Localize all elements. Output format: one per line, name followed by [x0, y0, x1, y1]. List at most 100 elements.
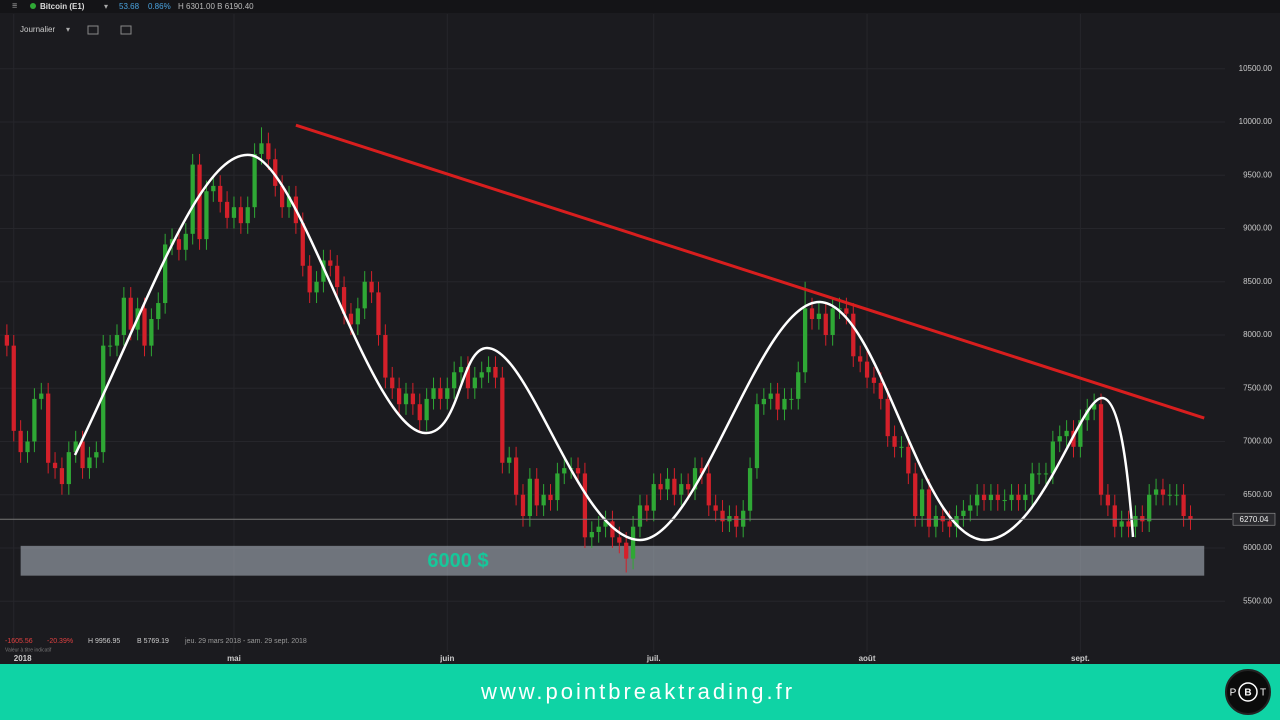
candle-body	[995, 494, 1000, 501]
symbol[interactable]: Bitcoin (E1)	[40, 2, 85, 11]
candle-body	[348, 313, 354, 325]
candle-body	[465, 366, 471, 389]
candle-body	[383, 334, 388, 378]
x-tick-label: juin	[439, 654, 454, 663]
candle-body	[1105, 494, 1111, 506]
compare-icon[interactable]	[120, 25, 132, 35]
candle-body	[493, 366, 498, 378]
candle-body	[878, 382, 883, 399]
candle-body	[741, 510, 746, 527]
candle-body	[452, 372, 457, 389]
logo-right: T	[1260, 688, 1266, 699]
candle-body	[1133, 516, 1138, 527]
candle-body	[335, 265, 340, 288]
y-tick-label: 9000.00	[1243, 224, 1272, 233]
candle-body	[1030, 473, 1035, 495]
zone-label: 6000 $	[427, 550, 488, 572]
candle-body	[926, 489, 932, 527]
interval-arrow[interactable]: ▾	[66, 25, 70, 34]
candle-body	[1098, 404, 1104, 495]
candle-body	[624, 542, 629, 559]
candle-body	[52, 462, 58, 469]
candle-body	[80, 441, 85, 469]
candle-body	[513, 457, 519, 495]
candle-body	[1188, 516, 1193, 520]
stat-note: Valeur à titre indicatif	[5, 647, 52, 653]
candle-body	[816, 313, 822, 320]
candle-body	[589, 532, 594, 538]
candle-body	[121, 297, 126, 335]
candle-body	[527, 478, 532, 517]
candle-body	[947, 521, 952, 527]
candle-body	[775, 393, 780, 410]
x-tick-label: sept.	[1071, 654, 1090, 663]
x-tick-label: mai	[227, 654, 241, 663]
candle-body	[1174, 494, 1179, 496]
candle-body	[149, 319, 154, 346]
candle-body	[438, 388, 443, 399]
candle-body	[630, 526, 636, 559]
candle-body	[114, 334, 120, 346]
candle-body	[32, 398, 37, 442]
interval[interactable]: Journalier	[20, 25, 55, 34]
stat-range: jeu. 29 mars 2018 - sam. 29 sept. 2018	[184, 638, 307, 645]
candle-body	[458, 366, 464, 373]
candle-body	[18, 430, 23, 453]
candle-body	[39, 393, 44, 399]
candle-body	[610, 521, 615, 538]
candle-body	[300, 223, 305, 266]
candle-body	[665, 478, 670, 490]
candle-body	[11, 345, 16, 431]
footer-url[interactable]: www.pointbreaktrading.fr	[480, 679, 795, 704]
candle-body	[403, 393, 409, 405]
candle-body	[1002, 500, 1007, 502]
candle-body	[844, 308, 849, 314]
candle-body	[211, 185, 216, 192]
menu-icon[interactable]: ≡	[12, 0, 17, 10]
candle-body	[782, 398, 787, 410]
candle-body	[734, 516, 739, 527]
candle-body	[417, 404, 422, 421]
candle-body	[1064, 430, 1069, 437]
candle-body	[266, 143, 271, 160]
candle-body	[851, 313, 856, 357]
candle-body	[796, 372, 801, 399]
candle-body	[686, 484, 691, 490]
candle-body	[472, 377, 477, 389]
candle-body	[46, 393, 51, 463]
logo	[1225, 669, 1271, 715]
logo-left: P	[1230, 688, 1237, 699]
candle-body	[830, 308, 835, 335]
y-tick-label: 5500.00	[1243, 596, 1272, 605]
candle-body	[1036, 473, 1042, 475]
candle-body	[919, 489, 925, 517]
candle-body	[679, 484, 684, 495]
candle-body	[314, 281, 319, 293]
candle-body	[809, 308, 815, 320]
candle-body	[1160, 489, 1166, 495]
candle-body	[617, 537, 622, 543]
candle-body	[245, 207, 250, 224]
candle-body	[87, 457, 92, 469]
high-low: H 6301.00 B 6190.40	[178, 2, 254, 11]
candle-body	[390, 377, 395, 389]
candle-body	[1050, 441, 1055, 474]
candle-body	[190, 164, 195, 234]
candle-body	[1057, 436, 1062, 442]
indicator-icon[interactable]	[87, 25, 99, 35]
candle-body	[761, 398, 766, 405]
candle-body	[183, 233, 188, 250]
y-tick-label: 10000.00	[1239, 117, 1273, 126]
candle-body	[906, 446, 911, 474]
candle-body	[362, 281, 367, 309]
candle-body	[1119, 521, 1124, 527]
candle-body	[94, 452, 99, 458]
candle-body	[582, 473, 588, 538]
candle-body	[596, 526, 601, 533]
dropdown-arrow[interactable]: ▾	[104, 2, 108, 11]
candle-body	[218, 185, 223, 202]
candle-body	[1140, 516, 1145, 522]
candle-body	[1167, 494, 1172, 496]
candles	[4, 127, 1193, 573]
